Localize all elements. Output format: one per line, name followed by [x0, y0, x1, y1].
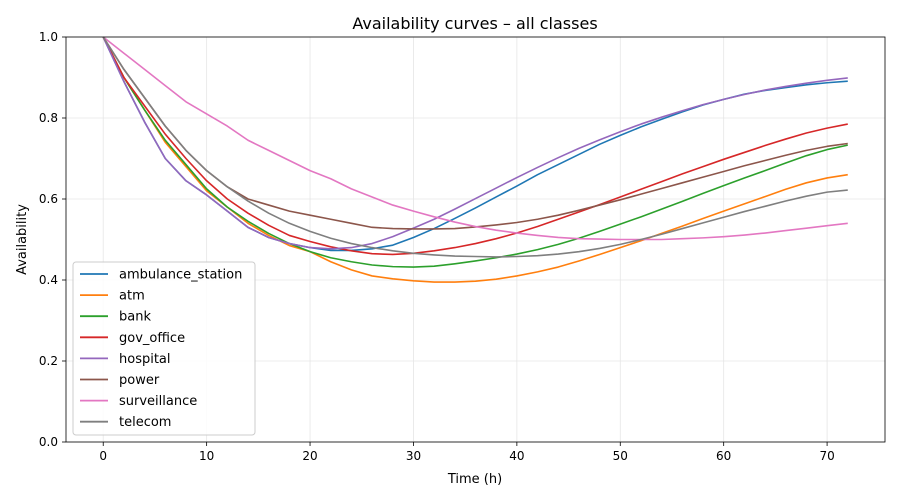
legend-label-atm: atm: [119, 289, 145, 304]
x-tick-label: 20: [302, 449, 317, 463]
legend-label-surveillance: surveillance: [119, 394, 197, 409]
y-tick-label: 0.2: [39, 354, 58, 368]
x-tick-label: 70: [819, 449, 834, 463]
series-line-surveillance: [102, 36, 848, 241]
series-line-gov-office: [102, 36, 848, 256]
legend-label-telecom: telecom: [119, 415, 171, 430]
axis-ticks: 0 10 20 30 40 50 60 70 0.0 0.2 0.4 0.6 0.8 1.0: [39, 30, 835, 463]
y-tick-label: 0.4: [39, 273, 58, 287]
y-tick-label: 0.0: [39, 435, 58, 449]
x-tick-label: 0: [99, 449, 107, 463]
series-line-power: [102, 36, 848, 230]
y-axis-label: Availability: [15, 204, 30, 275]
series-line-hospital: [102, 36, 848, 250]
legend-box: [72, 261, 256, 436]
plot-frame: [65, 36, 886, 443]
series-line-telecom: [102, 36, 848, 258]
x-tick-label: 30: [406, 449, 421, 463]
series-line-bank: [102, 36, 848, 268]
x-tick-label: 40: [509, 449, 524, 463]
y-tick-label: 0.6: [39, 192, 58, 206]
series-line-atm: [102, 36, 848, 283]
x-tick-label: 10: [199, 449, 214, 463]
legend-label-power: power: [119, 373, 160, 388]
y-tick-label: 1.0: [39, 30, 58, 44]
y-tick-label: 0.8: [39, 111, 58, 125]
chart-title: Availability curves – all classes: [352, 14, 597, 33]
x-tick-label: 50: [613, 449, 628, 463]
series-line-ambulance-station: [102, 36, 848, 252]
x-tick-label: 60: [716, 449, 731, 463]
legend-label-gov-office: gov_office: [119, 331, 185, 346]
series-lines: [102, 36, 848, 283]
legend-label-hospital: hospital: [119, 352, 171, 367]
x-axis-label: Time (h): [447, 472, 502, 487]
legend-label-ambulance-station: ambulance_station: [119, 268, 242, 283]
legend-label-bank: bank: [119, 310, 151, 325]
